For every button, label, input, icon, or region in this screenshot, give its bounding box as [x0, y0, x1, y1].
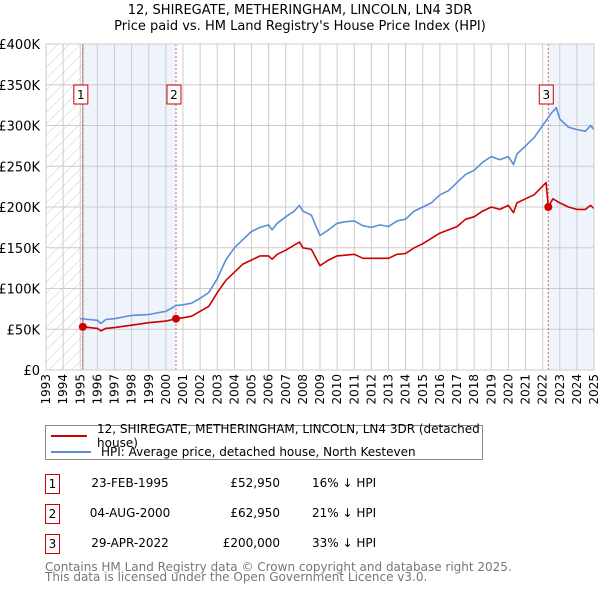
sale-number: 1 [45, 474, 60, 494]
sale-marker-box [538, 84, 554, 105]
sale-point [171, 314, 180, 323]
sale-number: 3 [45, 534, 60, 554]
chart-title-line2: Price paid vs. HM Land Registry's House … [114, 19, 486, 34]
y-tick-label: £150K [0, 242, 40, 257]
sale-price: £200,000 [222, 536, 280, 550]
price-chart: 1993 1994 1995 1996 1997 1998 1999 2000 2001 2002… [0, 38, 600, 405]
x-tick-label: 1995 [73, 374, 87, 405]
x-tick-label: 1993 [39, 374, 53, 405]
x-tick-label: 2018 [467, 374, 481, 405]
x-tick-label: 1996 [90, 374, 104, 405]
footer-licence: This data is licensed under the Open Gov… [45, 570, 428, 584]
sale-marker-box [166, 84, 182, 105]
x-tick-label: 2005 [245, 374, 259, 405]
sale-marker-label: 3 [542, 88, 550, 102]
x-tick-label: 2009 [313, 374, 327, 405]
sale-price: £52,950 [230, 476, 280, 490]
x-tick-label: 2020 [501, 374, 515, 405]
x-tick-label: 2013 [382, 374, 396, 405]
x-tick-label: 1997 [108, 374, 122, 405]
series-line-hpi [80, 106, 595, 325]
sale-hpi-diff: 16% ↓ HPI [312, 476, 377, 490]
x-tick-label: 2001 [176, 374, 190, 405]
legend-item-property: 12, SHIREGATE, METHERINGHAM, LINCOLN, LN… [46, 422, 482, 450]
x-tick-label: 2022 [536, 374, 550, 405]
y-tick-label: £200K [0, 201, 40, 216]
x-tick-label: 2015 [416, 374, 430, 405]
sale-hpi-diff: 33% ↓ HPI [312, 536, 377, 550]
x-tick-label: 2023 [553, 374, 567, 405]
sale-number: 2 [45, 504, 60, 524]
legend-label-hpi: HPI: Average price, detached house, Nort… [101, 445, 416, 459]
y-tick-label: £250K [0, 160, 40, 175]
y-tick-label: £400K [0, 38, 40, 53]
sale-row: 3 29-APR-2022 £200,000 33% ↓ HPI [45, 534, 485, 554]
x-tick-label: 2024 [570, 374, 584, 405]
sale-row: 1 23-FEB-1995 £52,950 16% ↓ HPI [45, 474, 485, 494]
x-tick-label: 1994 [56, 374, 70, 405]
x-tick-label: 2011 [347, 374, 361, 405]
x-tick-label: 2008 [296, 374, 310, 405]
legend-swatch-hpi [51, 451, 91, 453]
plot-frame [45, 43, 595, 371]
x-tick-label: 2006 [262, 374, 276, 405]
legend: 12, SHIREGATE, METHERINGHAM, LINCOLN, LN… [45, 422, 483, 460]
legend-item-hpi: HPI: Average price, detached house, Nort… [46, 444, 416, 460]
sale-marker-label: 1 [77, 88, 85, 102]
y-tick-label: £300K [0, 120, 40, 135]
x-tick-label: 2017 [450, 374, 464, 405]
sale-date: 29-APR-2022 [91, 536, 169, 550]
x-tick-label: 2016 [433, 374, 447, 405]
chart-title-line1: 12, SHIREGATE, METHERINGHAM, LINCOLN, LN… [127, 3, 473, 18]
y-tick-label: £50K [7, 323, 41, 338]
sale-row: 2 04-AUG-2000 £62,950 21% ↓ HPI [45, 504, 485, 524]
x-tick-label: 2019 [484, 374, 498, 405]
sale-date: 23-FEB-1995 [91, 476, 169, 490]
y-tick-label: £100K [0, 283, 40, 298]
y-tick-label: £350K [0, 79, 40, 94]
x-tick-label: 2007 [279, 374, 293, 405]
sale-price: £62,950 [230, 506, 280, 520]
x-tick-label: 2010 [330, 374, 344, 405]
x-tick-label: 2014 [399, 374, 413, 405]
x-tick-label: 1998 [125, 374, 139, 405]
sale-hpi-diff: 21% ↓ HPI [312, 506, 377, 520]
x-tick-label: 2002 [193, 374, 207, 405]
x-tick-label: 2012 [364, 374, 378, 405]
legend-swatch-property [51, 435, 88, 437]
x-tick-label: 2003 [210, 374, 224, 405]
sale-marker-label: 2 [170, 88, 178, 102]
sale-point [544, 203, 553, 211]
y-tick-label: £0 [23, 364, 40, 379]
footer-copyright: Contains HM Land Registry data © Crown c… [45, 560, 512, 574]
series-line-property [82, 181, 595, 332]
x-tick-label: 2000 [159, 374, 173, 405]
x-tick-label: 1999 [142, 374, 156, 405]
x-tick-label: 2021 [519, 374, 533, 405]
sale-marker-box [73, 84, 89, 105]
legend-label-property: 12, SHIREGATE, METHERINGHAM, LINCOLN, LN… [97, 422, 480, 450]
x-tick-label: 2025 [587, 374, 600, 405]
sale-date: 04-AUG-2000 [89, 506, 171, 520]
x-tick-label: 2004 [227, 374, 241, 405]
sale-point [78, 322, 87, 331]
